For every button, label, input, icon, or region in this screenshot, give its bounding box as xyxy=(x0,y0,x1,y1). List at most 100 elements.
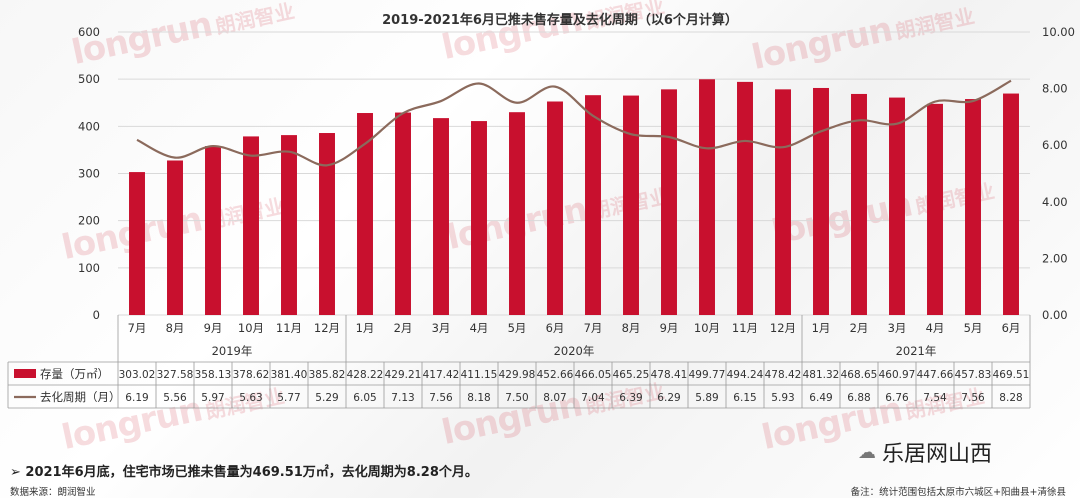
x-month-label: 9月 xyxy=(204,321,223,335)
x-month-label: 12月 xyxy=(770,321,796,335)
x-month-label: 7月 xyxy=(128,321,147,335)
x-month-label: 8月 xyxy=(622,321,641,335)
bar xyxy=(471,121,487,315)
table-value-stock: 452.66 xyxy=(537,369,574,381)
y-right-tick-label: 2.00 xyxy=(1042,251,1068,265)
x-month-label: 3月 xyxy=(888,321,907,335)
table-value-stock: 481.32 xyxy=(803,369,840,381)
x-month-label: 12月 xyxy=(314,321,340,335)
table-value-cycle: 8.18 xyxy=(467,392,490,404)
bar xyxy=(851,93,867,315)
table-value-stock: 478.42 xyxy=(765,369,802,381)
table-value-stock: 429.21 xyxy=(385,369,422,381)
line-series-cycle xyxy=(136,79,1012,167)
x-month-label: 10月 xyxy=(238,321,264,335)
table-value-stock: 478.41 xyxy=(651,369,688,381)
table-value-stock: 469.51 xyxy=(993,369,1030,381)
wechat-brand: ☁ 乐居网山西 xyxy=(858,436,992,468)
table-value-stock: 457.83 xyxy=(955,369,992,381)
bar xyxy=(737,81,753,315)
table-value-cycle: 6.76 xyxy=(885,392,909,404)
bar xyxy=(927,103,943,315)
table-value-cycle: 6.39 xyxy=(619,392,642,404)
table-value-cycle: 5.97 xyxy=(201,392,224,404)
x-month-label: 4月 xyxy=(470,321,489,335)
y-axis-right: 0.00 2.00 4.00 6.00 8.00 10.00 xyxy=(1042,25,1075,322)
legend-label-cycle: 去化周期（月） xyxy=(40,390,121,404)
y-left-tick-label: 600 xyxy=(78,25,100,39)
x-month-label: 11月 xyxy=(276,321,302,335)
x-month-label: 5月 xyxy=(508,321,527,335)
bar xyxy=(1003,93,1019,315)
bar xyxy=(547,101,563,316)
table-value-cycle: 5.89 xyxy=(695,392,718,404)
table-value-cycle: 5.29 xyxy=(315,392,338,404)
y-axis-left: 0 100 200 300 400 500 600 xyxy=(78,25,100,322)
table-value-cycle: 8.07 xyxy=(543,392,566,404)
x-month-label: 5月 xyxy=(964,321,983,335)
y-left-tick-label: 200 xyxy=(78,214,100,228)
x-month-label: 9月 xyxy=(660,321,679,335)
table-value-cycle: 6.29 xyxy=(657,392,680,404)
table-value-stock: 417.42 xyxy=(423,369,460,381)
x-year-label: 2021年 xyxy=(896,344,937,358)
y-left-tick-label: 500 xyxy=(78,72,100,86)
x-month-label: 4月 xyxy=(926,321,945,335)
table-value-stock: 428.22 xyxy=(347,369,384,381)
bar xyxy=(395,112,411,316)
gridlines xyxy=(118,31,1030,316)
y-right-tick-label: 0.00 xyxy=(1042,308,1068,322)
table-value-stock: 385.82 xyxy=(309,369,346,381)
y-left-tick-label: 400 xyxy=(78,119,100,133)
chart-title: 2019-2021年6月已推未售存量及去化周期（以6个月计算） xyxy=(382,12,738,28)
bar xyxy=(661,89,677,316)
bar xyxy=(243,136,259,315)
bar xyxy=(281,135,297,315)
table-value-stock: 447.66 xyxy=(917,369,954,381)
bar xyxy=(623,95,639,315)
table-value-cycle: 6.49 xyxy=(809,392,832,404)
y-right-tick-label: 10.00 xyxy=(1042,25,1075,39)
y-left-tick-label: 300 xyxy=(78,167,100,181)
table-value-cycle: 6.05 xyxy=(353,392,376,404)
y-left-tick-label: 100 xyxy=(78,261,100,275)
table-value-cycle: 8.28 xyxy=(999,392,1022,404)
x-month-label: 1月 xyxy=(812,321,831,335)
x-month-label: 10月 xyxy=(694,321,720,335)
table-value-cycle: 5.93 xyxy=(771,392,794,404)
y-right-tick-label: 6.00 xyxy=(1042,138,1068,152)
x-month-label: 6月 xyxy=(1002,321,1021,335)
table-value-stock: 327.58 xyxy=(157,369,194,381)
x-month-label: 1月 xyxy=(356,321,375,335)
table-value-cycle: 7.50 xyxy=(505,392,528,404)
table-value-stock: 468.65 xyxy=(841,369,878,381)
table-value-cycle: 5.63 xyxy=(239,392,262,404)
y-right-tick-label: 4.00 xyxy=(1042,195,1068,209)
table-value-cycle: 6.19 xyxy=(125,392,148,404)
summary-note: ➢ 2021年6月底，住宅市场已推未售量为469.51万㎡，去化周期为8.28个… xyxy=(10,465,478,480)
table-value-cycle: 7.56 xyxy=(961,392,985,404)
data-source: 数据来源：朗润智业 xyxy=(10,487,96,498)
table-value-cycle: 7.54 xyxy=(923,392,947,404)
bar xyxy=(585,95,601,315)
x-month-label: 2月 xyxy=(850,321,869,335)
table-value-stock: 460.97 xyxy=(879,369,916,381)
x-month-label: 11月 xyxy=(732,321,758,335)
table-value-stock: 358.13 xyxy=(195,369,232,381)
table-value-cycle: 6.88 xyxy=(847,392,870,404)
y-right-tick-label: 8.00 xyxy=(1042,82,1068,96)
table-value-stock: 411.15 xyxy=(461,369,498,381)
x-year-label: 2020年 xyxy=(554,344,595,358)
bar xyxy=(319,133,335,315)
x-month-label: 8月 xyxy=(166,321,185,335)
x-month-label: 3月 xyxy=(432,321,451,335)
legend-label-stock: 存量（万㎡） xyxy=(40,367,109,381)
bar xyxy=(813,87,829,315)
scope-note: 备注：统计范围包括太原市六城区+阳曲县+清徐县 xyxy=(850,487,1066,498)
table-value-stock: 465.25 xyxy=(613,369,650,381)
bar xyxy=(775,89,791,315)
table-value-stock: 378.62 xyxy=(233,369,270,381)
bar xyxy=(205,146,221,315)
y-left-tick-label: 0 xyxy=(93,308,100,322)
